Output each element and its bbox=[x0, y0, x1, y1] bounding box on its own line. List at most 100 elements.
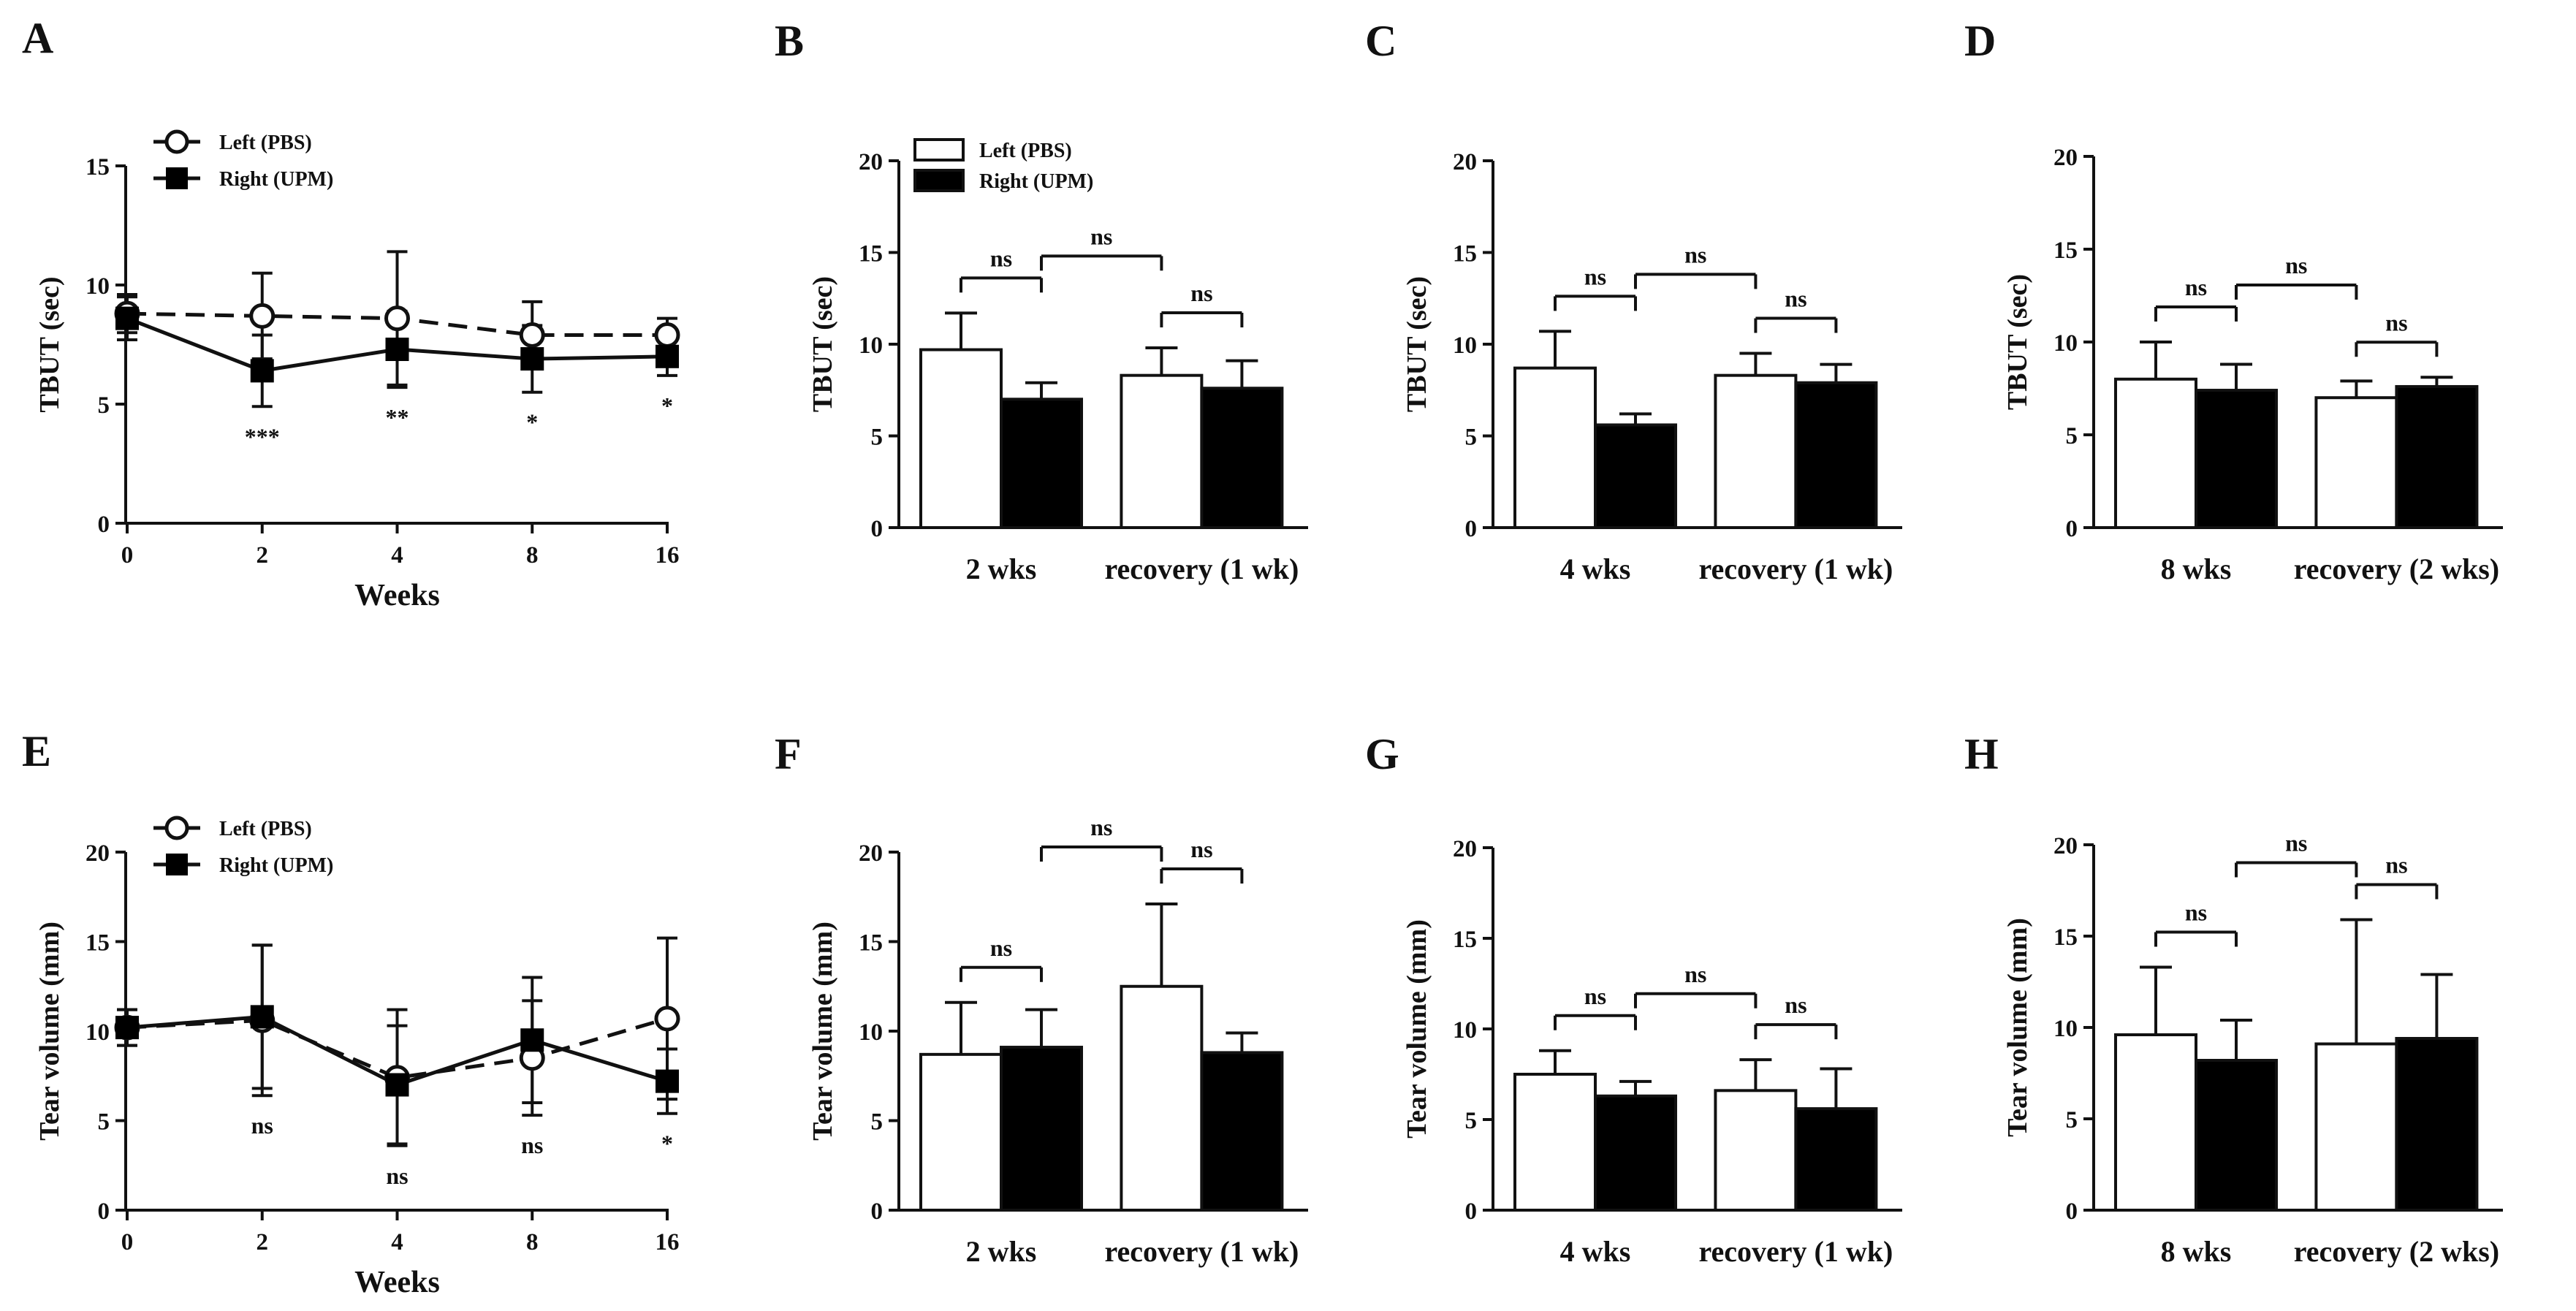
y-tick-label: 5 bbox=[98, 1109, 110, 1136]
bar-left-pbs bbox=[2314, 1042, 2398, 1212]
x-axis-label: Weeks bbox=[354, 1266, 440, 1299]
x-tick-label: 4 bbox=[391, 1229, 403, 1255]
x-tick-label: 16 bbox=[656, 542, 680, 569]
bar-left-pbs bbox=[1120, 373, 1204, 529]
significance-label: ns bbox=[1684, 961, 1706, 987]
significance-label: ns bbox=[1090, 814, 1112, 840]
significance-label: ns bbox=[521, 1132, 543, 1158]
bar-left-pbs bbox=[2314, 396, 2398, 530]
significance-label: ns bbox=[2285, 252, 2307, 278]
marker-right-upm bbox=[250, 1005, 274, 1029]
significance-label: ns bbox=[1584, 263, 1606, 289]
significance-label: ns bbox=[2185, 274, 2207, 300]
significance-label: * bbox=[526, 409, 538, 436]
significance-label: ns bbox=[990, 935, 1012, 961]
bar-right-upm bbox=[2195, 1059, 2278, 1212]
y-tick-label: 5 bbox=[1465, 1108, 1478, 1134]
y-tick-label: 20 bbox=[86, 840, 110, 867]
marker-right-upm bbox=[385, 338, 409, 362]
y-tick-label: 15 bbox=[859, 930, 883, 957]
significance-label: ns bbox=[1785, 992, 1806, 1018]
significance-label: * bbox=[661, 1130, 673, 1157]
x-tick-label: 0 bbox=[121, 542, 134, 569]
significance-label: ns bbox=[2185, 900, 2207, 926]
legend-marker-left-pbs bbox=[164, 129, 189, 154]
y-tick-label: 10 bbox=[2053, 1016, 2078, 1042]
y-tick-label: 5 bbox=[871, 425, 884, 451]
y-axis-label: Tear volume (mm) bbox=[808, 922, 838, 1141]
marker-right-upm bbox=[385, 1073, 409, 1097]
marker-right-upm bbox=[520, 347, 544, 371]
y-tick-label: 0 bbox=[98, 1198, 110, 1225]
significance-label: ns bbox=[1190, 280, 1212, 306]
marker-left-pbs bbox=[384, 305, 410, 332]
y-tick-label: 5 bbox=[871, 1109, 884, 1136]
y-tick-label: 10 bbox=[859, 332, 883, 359]
panel-label: A bbox=[22, 14, 53, 62]
y-tick-label: 20 bbox=[1453, 836, 1477, 862]
significance-label: ** bbox=[386, 404, 409, 430]
significance-label: ns bbox=[2385, 309, 2407, 335]
marker-right-upm bbox=[115, 1016, 139, 1040]
significance-label: ns bbox=[1785, 286, 1806, 312]
marker-right-upm bbox=[250, 359, 274, 383]
legend-swatch-left-pbs bbox=[913, 138, 965, 162]
panel-label: H bbox=[1964, 730, 1999, 778]
legend-label: Right (UPM) bbox=[219, 168, 333, 191]
bar-right-upm bbox=[1200, 1051, 1284, 1212]
y-tick-label: 20 bbox=[2053, 833, 2078, 859]
significance-label: ns bbox=[2285, 830, 2307, 856]
y-tick-label: 20 bbox=[859, 149, 883, 175]
y-axis-label: Tear volume (mm) bbox=[34, 922, 65, 1141]
bar-right-upm bbox=[1200, 387, 1284, 529]
panel-label: C bbox=[1365, 17, 1397, 65]
marker-left-pbs bbox=[249, 303, 276, 329]
significance-label: ns bbox=[1584, 983, 1606, 1009]
bar-right-upm bbox=[2395, 384, 2479, 530]
y-tick-label: 15 bbox=[859, 241, 883, 267]
significance-label: ns bbox=[1684, 241, 1706, 267]
x-category-label: 2 wks bbox=[966, 552, 1037, 585]
x-category-label: 8 wks bbox=[2161, 1235, 2232, 1268]
x-tick-label: 0 bbox=[121, 1229, 134, 1255]
y-tick-label: 10 bbox=[859, 1019, 883, 1046]
bar-right-upm bbox=[2195, 389, 2278, 529]
x-category-label: recovery (1 wk) bbox=[1104, 1235, 1299, 1268]
x-category-label: recovery (1 wk) bbox=[1698, 552, 1893, 585]
y-tick-label: 10 bbox=[1453, 1017, 1477, 1044]
y-tick-label: 20 bbox=[1453, 149, 1477, 175]
x-tick-label: 2 bbox=[257, 542, 269, 569]
significance-label: ns bbox=[1190, 836, 1212, 862]
marker-right-upm bbox=[115, 306, 139, 330]
x-category-label: recovery (1 wk) bbox=[1698, 1235, 1893, 1268]
x-category-label: 2 wks bbox=[966, 1235, 1037, 1268]
significance-label: * bbox=[661, 392, 673, 419]
panel-label: E bbox=[22, 727, 51, 775]
y-tick-label: 5 bbox=[2066, 423, 2078, 449]
x-tick-label: 8 bbox=[526, 1229, 539, 1255]
y-axis-label: TBUT (sec) bbox=[1402, 276, 1432, 412]
legend-marker-right-upm bbox=[166, 167, 188, 189]
bar-left-pbs bbox=[2114, 377, 2197, 529]
y-tick-label: 15 bbox=[1453, 927, 1477, 953]
bar-right-upm bbox=[1594, 1094, 1677, 1212]
legend-label: Left (PBS) bbox=[979, 140, 1072, 162]
x-axis-label: Weeks bbox=[354, 579, 440, 612]
y-axis-label: Tear volume (mm) bbox=[2002, 918, 2033, 1137]
panel-label: B bbox=[775, 17, 804, 65]
bar-left-pbs bbox=[1714, 373, 1798, 529]
significance-label: ns bbox=[990, 245, 1012, 271]
y-tick-label: 15 bbox=[86, 930, 110, 957]
y-tick-label: 0 bbox=[871, 1198, 884, 1225]
y-tick-label: 15 bbox=[86, 154, 110, 180]
bar-right-upm bbox=[2395, 1037, 2479, 1212]
y-axis-label: TBUT (sec) bbox=[34, 276, 65, 412]
y-tick-label: 0 bbox=[1465, 516, 1478, 542]
legend-marker-left-pbs bbox=[164, 816, 189, 840]
bar-left-pbs bbox=[1513, 1073, 1597, 1212]
legend-swatch-right-upm bbox=[913, 169, 965, 192]
y-tick-label: 20 bbox=[2053, 145, 2078, 171]
legend-label: Right (UPM) bbox=[219, 854, 333, 877]
y-tick-label: 0 bbox=[2066, 1198, 2078, 1225]
bar-right-upm bbox=[1000, 1046, 1083, 1212]
